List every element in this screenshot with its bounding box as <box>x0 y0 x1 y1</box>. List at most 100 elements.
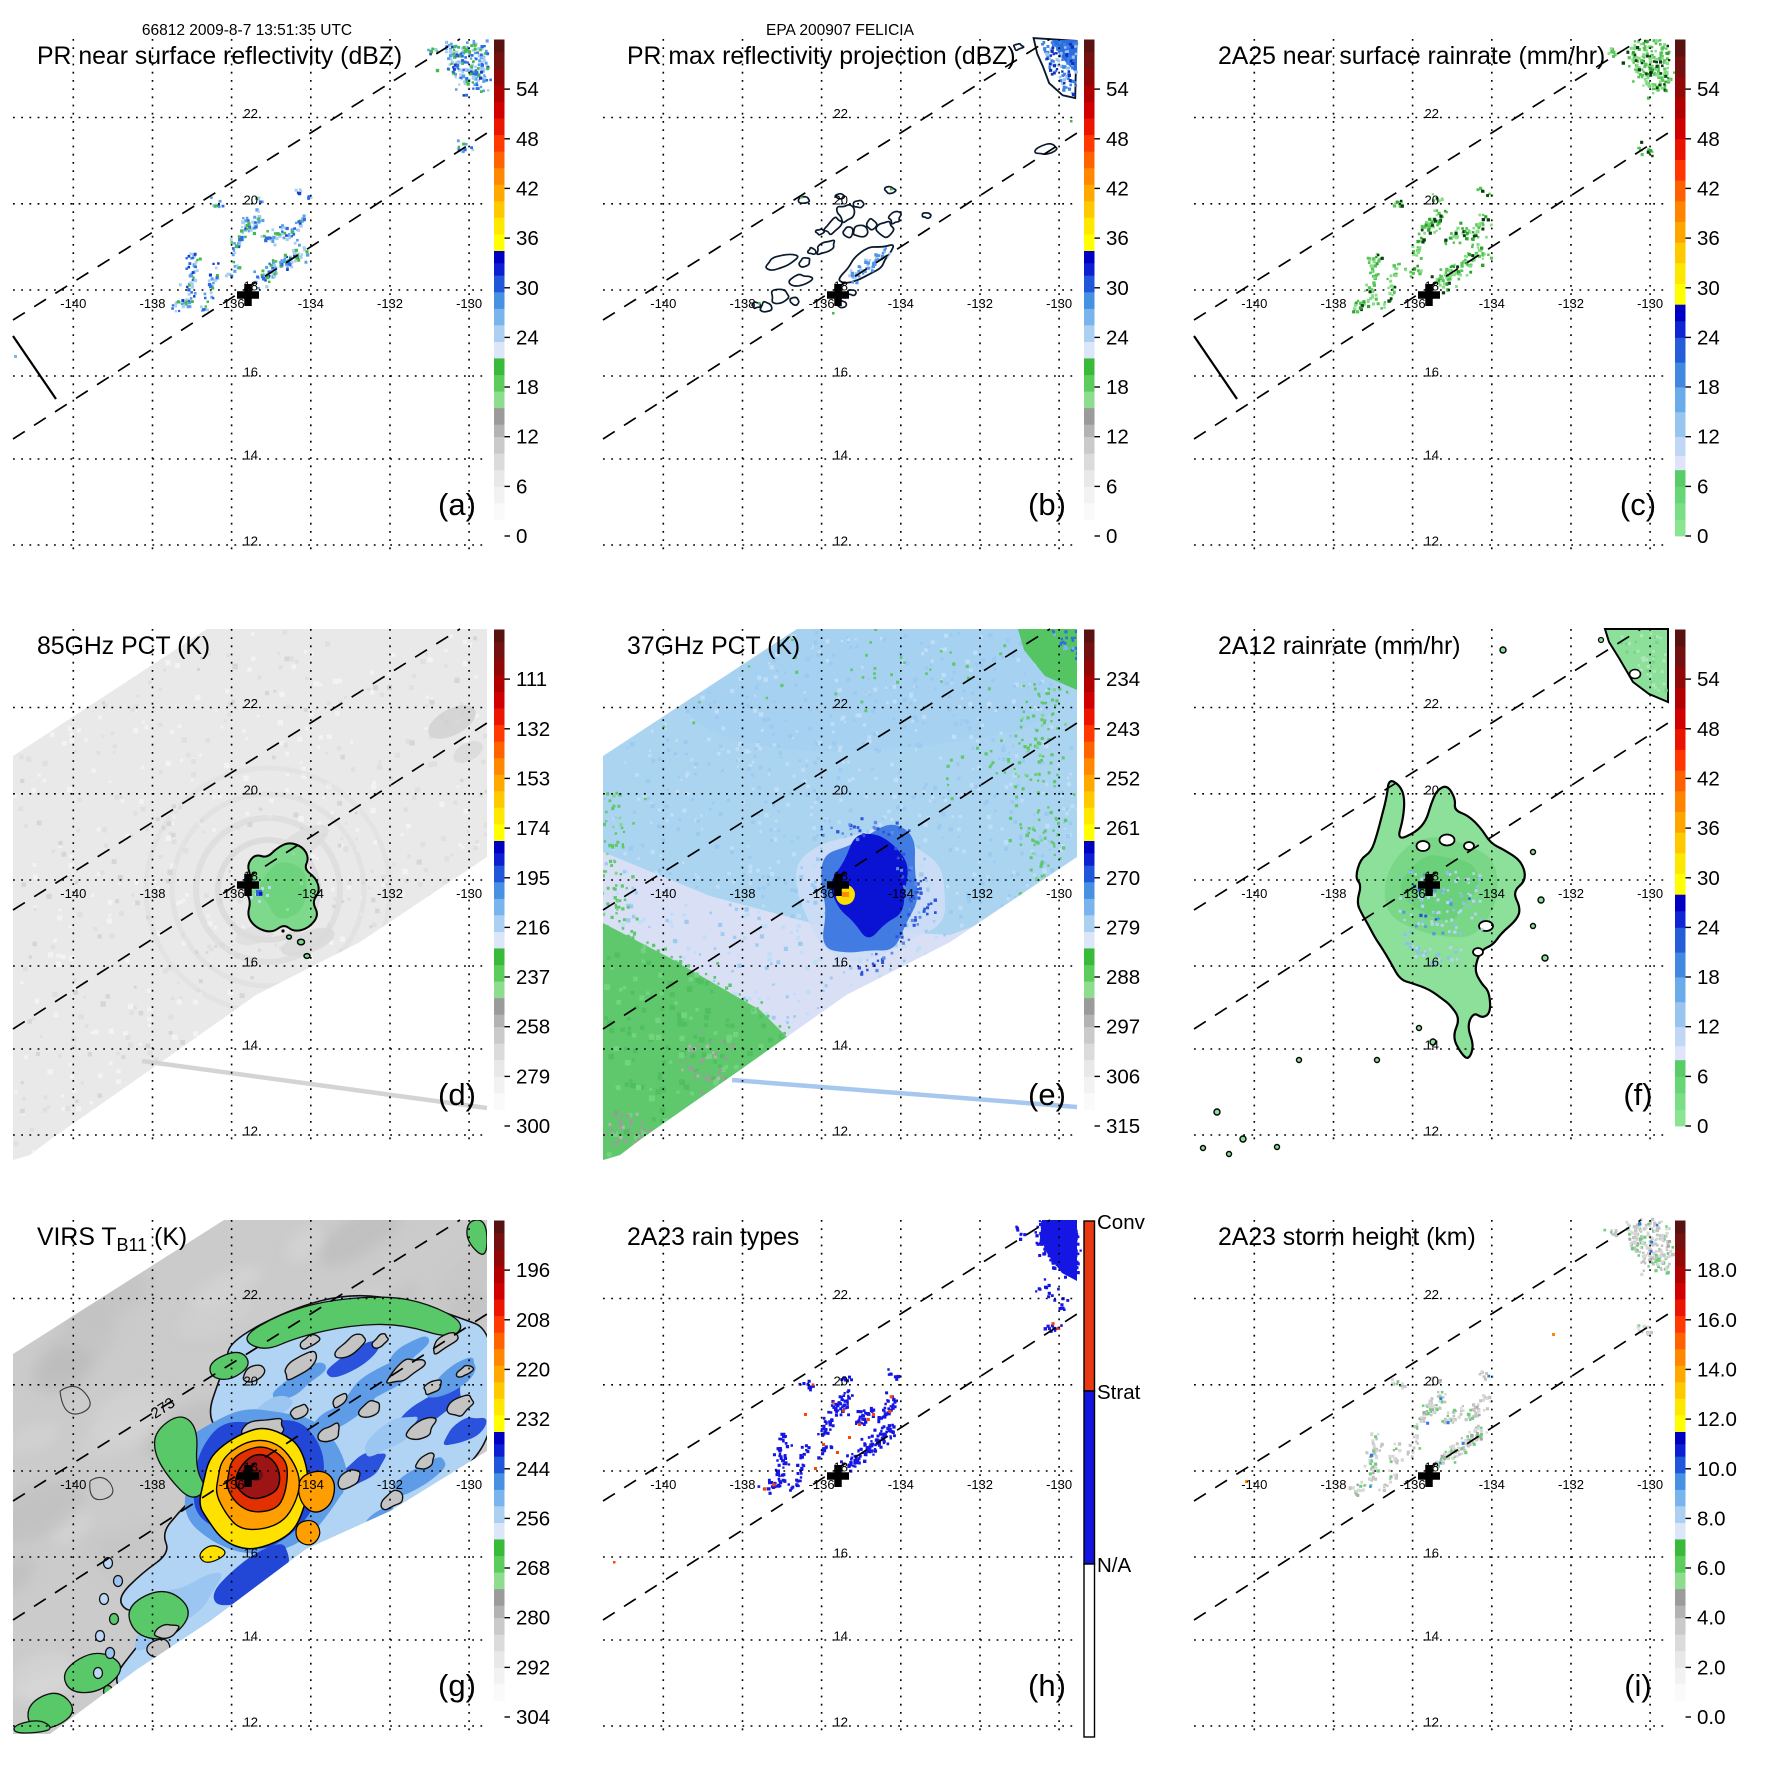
svg-text:-132: -132 <box>1557 1477 1583 1492</box>
svg-text:18: 18 <box>834 279 848 294</box>
svg-text:2A23 rain types: 2A23 rain types <box>627 1224 799 1251</box>
svg-text:EPA 200907 FELICIA: EPA 200907 FELICIA <box>766 22 915 39</box>
svg-text:12: 12 <box>244 1714 258 1729</box>
svg-text:6.0: 6.0 <box>1697 1557 1726 1580</box>
svg-text:54: 54 <box>516 78 539 101</box>
svg-text:-130: -130 <box>456 296 482 311</box>
svg-text:18: 18 <box>244 1459 258 1474</box>
svg-text:16: 16 <box>834 1545 848 1560</box>
svg-text:-130: -130 <box>1637 1477 1663 1492</box>
svg-text:22: 22 <box>834 106 848 121</box>
svg-text:14: 14 <box>244 448 258 463</box>
svg-text:-134: -134 <box>298 886 324 901</box>
svg-text:20: 20 <box>244 782 258 797</box>
svg-text:20: 20 <box>1424 1373 1438 1388</box>
svg-text:-134: -134 <box>298 1477 324 1492</box>
svg-text:(c): (c) <box>1619 487 1655 522</box>
svg-text:12: 12 <box>1697 1016 1720 1039</box>
svg-text:-140: -140 <box>650 1477 676 1492</box>
svg-text:-136: -136 <box>1399 1477 1425 1492</box>
svg-text:16.0: 16.0 <box>1697 1308 1737 1331</box>
svg-text:0: 0 <box>1106 525 1117 548</box>
svg-text:132: 132 <box>516 718 550 741</box>
svg-text:22: 22 <box>1424 1287 1438 1302</box>
svg-text:16: 16 <box>1424 955 1438 970</box>
svg-text:36: 36 <box>516 227 539 250</box>
svg-text:14: 14 <box>834 1628 848 1643</box>
svg-text:-138: -138 <box>1320 1477 1346 1492</box>
svg-text:-132: -132 <box>1557 296 1583 311</box>
svg-text:20: 20 <box>244 1373 258 1388</box>
svg-text:-130: -130 <box>456 886 482 901</box>
svg-text:(b): (b) <box>1028 487 1066 522</box>
svg-text:12: 12 <box>1424 1124 1438 1139</box>
svg-text:-136: -136 <box>809 886 835 901</box>
svg-text:-132: -132 <box>967 886 993 901</box>
svg-text:279: 279 <box>1106 916 1140 939</box>
svg-text:37GHz PCT (K): 37GHz PCT (K) <box>627 633 800 660</box>
svg-text:12: 12 <box>834 1124 848 1139</box>
svg-text:-140: -140 <box>650 296 676 311</box>
svg-text:22: 22 <box>244 1287 258 1302</box>
svg-text:42: 42 <box>1697 177 1720 200</box>
svg-text:153: 153 <box>516 767 550 790</box>
svg-text:-134: -134 <box>1478 296 1504 311</box>
svg-text:16: 16 <box>1424 1545 1438 1560</box>
svg-text:288: 288 <box>1106 966 1140 989</box>
svg-text:(f): (f) <box>1623 1077 1652 1112</box>
svg-text:18: 18 <box>1424 869 1438 884</box>
svg-text:243: 243 <box>1106 718 1140 741</box>
svg-text:14: 14 <box>1424 448 1438 463</box>
svg-text:18: 18 <box>244 279 258 294</box>
svg-text:20: 20 <box>834 192 848 207</box>
svg-text:24: 24 <box>1697 326 1720 349</box>
svg-text:-140: -140 <box>1241 886 1267 901</box>
svg-text:-134: -134 <box>298 296 324 311</box>
svg-text:12: 12 <box>1697 426 1720 449</box>
svg-text:-134: -134 <box>888 1477 914 1492</box>
svg-text:2A25 near surface rainrate (mm: 2A25 near surface rainrate (mm/hr) <box>1218 43 1605 70</box>
svg-text:16: 16 <box>834 365 848 380</box>
svg-text:304: 304 <box>516 1706 550 1729</box>
svg-text:-134: -134 <box>1478 1477 1504 1492</box>
svg-text:48: 48 <box>1697 718 1720 741</box>
svg-text:N/A: N/A <box>1097 1554 1132 1577</box>
svg-text:-136: -136 <box>219 886 245 901</box>
svg-text:20: 20 <box>1424 192 1438 207</box>
svg-text:-134: -134 <box>1478 886 1504 901</box>
svg-text:111: 111 <box>516 668 547 691</box>
svg-text:-132: -132 <box>967 1477 993 1492</box>
svg-text:-132: -132 <box>377 1477 403 1492</box>
svg-text:30: 30 <box>1106 277 1129 300</box>
svg-text:18: 18 <box>834 869 848 884</box>
svg-text:22: 22 <box>834 696 848 711</box>
svg-text:22: 22 <box>1424 106 1438 121</box>
svg-text:-140: -140 <box>650 886 676 901</box>
svg-text:297: 297 <box>1106 1016 1140 1039</box>
svg-text:30: 30 <box>516 277 539 300</box>
svg-text:22: 22 <box>1424 696 1438 711</box>
svg-text:18: 18 <box>1106 376 1129 399</box>
svg-text:36: 36 <box>1697 227 1720 250</box>
svg-text:(h): (h) <box>1028 1668 1066 1703</box>
svg-text:14: 14 <box>834 448 848 463</box>
svg-text:14: 14 <box>1424 1038 1438 1053</box>
svg-text:(a): (a) <box>438 487 476 522</box>
svg-text:-138: -138 <box>139 886 165 901</box>
svg-text:20: 20 <box>834 782 848 797</box>
svg-text:-132: -132 <box>967 296 993 311</box>
svg-text:-130: -130 <box>1637 886 1663 901</box>
svg-text:-136: -136 <box>1399 296 1425 311</box>
svg-text:22: 22 <box>244 696 258 711</box>
svg-text:12: 12 <box>516 426 539 449</box>
svg-text:252: 252 <box>1106 767 1140 790</box>
svg-text:0.0: 0.0 <box>1697 1706 1726 1729</box>
svg-text:-136: -136 <box>219 296 245 311</box>
svg-text:48: 48 <box>1106 128 1129 151</box>
svg-text:14: 14 <box>1424 1628 1438 1643</box>
svg-text:6: 6 <box>1106 475 1117 498</box>
svg-text:220: 220 <box>516 1358 550 1381</box>
svg-text:237: 237 <box>516 966 550 989</box>
svg-text:232: 232 <box>516 1408 550 1431</box>
svg-text:18: 18 <box>1424 1459 1438 1474</box>
